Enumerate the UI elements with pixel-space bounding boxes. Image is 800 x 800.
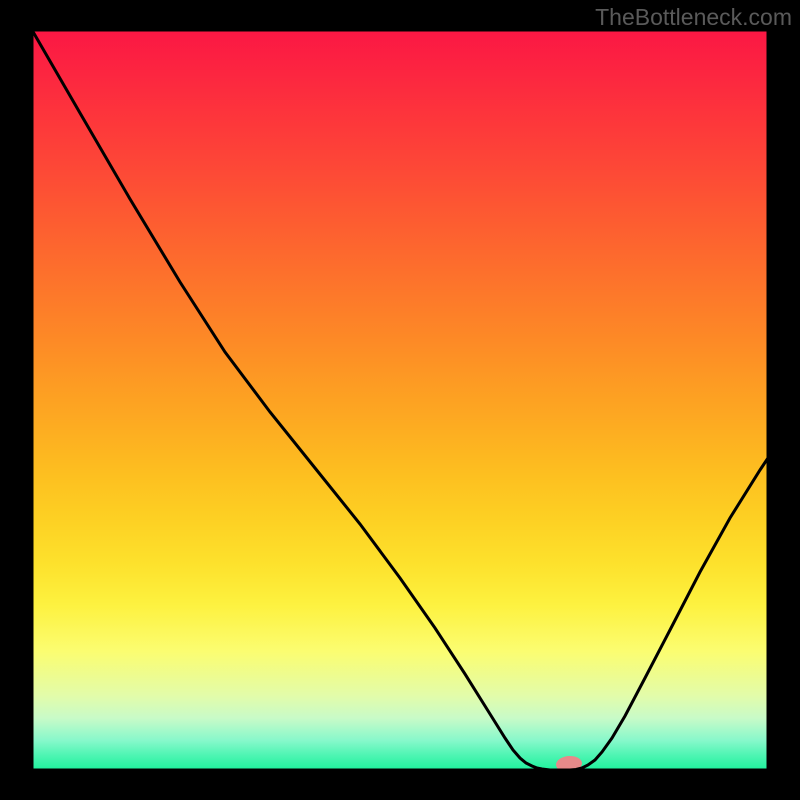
chart-container: TheBottleneck.com	[0, 0, 800, 800]
gradient-plot-area	[32, 30, 768, 770]
watermark-text: TheBottleneck.com	[595, 4, 792, 31]
chart-svg	[0, 0, 800, 800]
